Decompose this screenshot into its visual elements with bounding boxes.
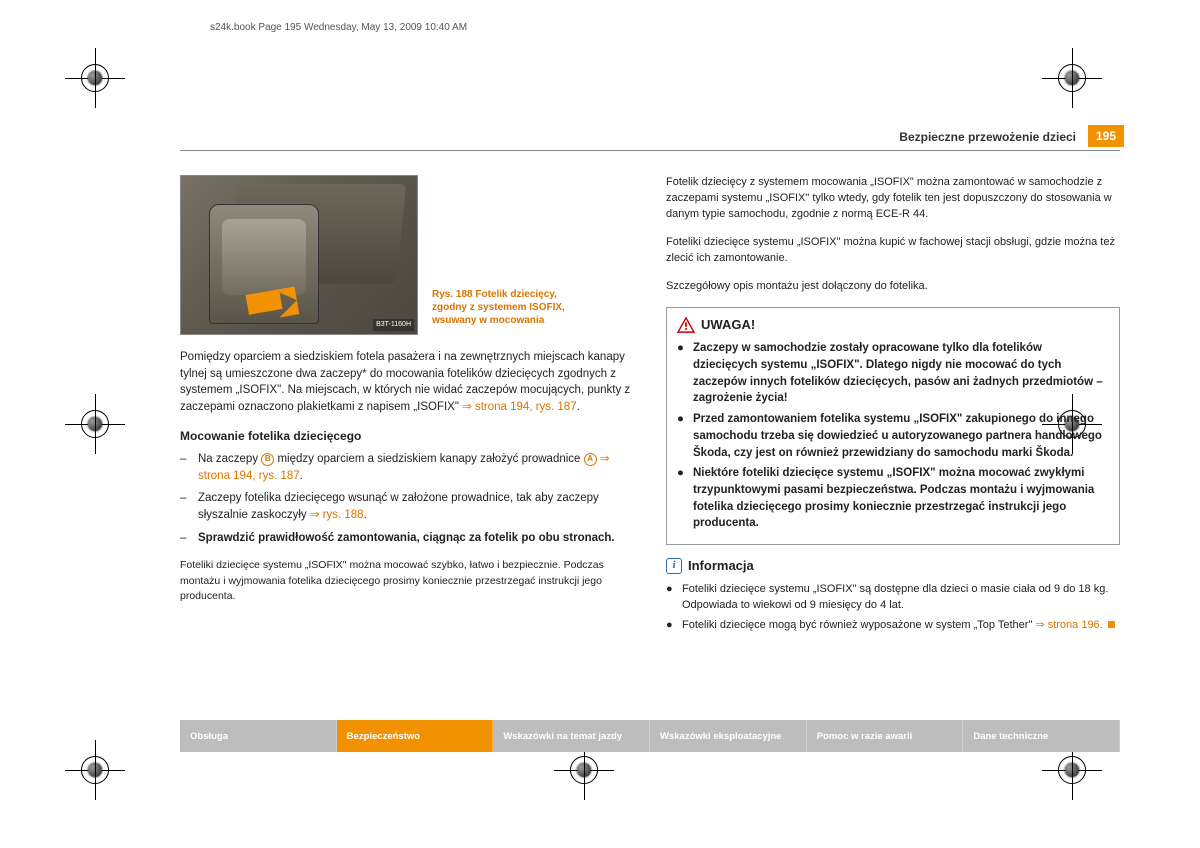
info-title-row: i Informacja (666, 557, 1120, 576)
tab-obsluga[interactable]: Obsługa (180, 720, 337, 752)
content-columns: B3T-1160H Rys. 188 Fotelik dziecięcy, zg… (180, 175, 1120, 638)
footer-tabs: Obsługa Bezpieczeństwo Wskazówki na tema… (180, 720, 1120, 752)
intro-period: . (577, 401, 580, 413)
page-number: 195 (1088, 125, 1124, 147)
intro-link: ⇒ strona 194, rys. 187 (462, 401, 576, 413)
step3-text: Sprawdzić prawidłowość zamontowania, cią… (198, 530, 634, 547)
warning-title-row: UWAGA! (677, 316, 1109, 335)
intro-paragraph: Pomiędzy oparciem a siedziskiem fotela p… (180, 349, 634, 416)
step1-pre: Na zaczepy (198, 453, 261, 465)
warning-item-text: Niektóre foteliki dziecięce systemu „ISO… (693, 465, 1109, 532)
image-tag: B3T-1160H (373, 319, 414, 331)
figure-caption: Rys. 188 Fotelik dziecięcy, zgodny z sys… (432, 288, 592, 335)
info-item: ● Foteliki dziecięce systemu „ISOFIX" są… (666, 582, 1120, 614)
info-item-text: Foteliki dziecięce mogą być również wypo… (682, 619, 1035, 631)
warning-item-text: Zaczepy w samochodzie zostały opracowane… (693, 340, 1109, 407)
r-p2: Foteliki dziecięce systemu „ISOFIX" możn… (666, 235, 1120, 267)
warning-icon (677, 317, 695, 333)
step-2: – Zaczepy fotelika dziecięcego wsunąć w … (180, 490, 634, 523)
tab-wskazowki-eksploatacyjne[interactable]: Wskazówki eksploatacyjne (650, 720, 807, 752)
warning-title: UWAGA! (701, 316, 755, 335)
info-icon: i (666, 558, 682, 574)
page: Bezpieczne przewożenie dzieci 195 B3T-11… (180, 70, 1120, 800)
tab-wskazowki-jazdy[interactable]: Wskazówki na temat jazdy (493, 720, 650, 752)
page-header: Bezpieczne przewożenie dzieci 195 (180, 130, 1120, 151)
info-block: i Informacja ● Foteliki dziecięce system… (666, 557, 1120, 634)
r-p1: Fotelik dziecięcy z systemem mocowania „… (666, 175, 1120, 223)
info-list: ● Foteliki dziecięce systemu „ISOFIX" są… (666, 582, 1120, 634)
crop-mark-tl (71, 54, 119, 102)
r-p3: Szczegółowy opis montażu jest dołączony … (666, 279, 1120, 295)
step-1: – Na zaczepy B między oparciem a siedzis… (180, 451, 634, 484)
step-dash: – (180, 451, 198, 484)
sub-heading: Mocowanie fotelika dziecięcego (180, 428, 634, 445)
crop-mark-bl (71, 746, 119, 794)
step-dash: – (180, 530, 198, 547)
tail-paragraph: Foteliki dziecięce systemu „ISOFIX" możn… (180, 558, 634, 604)
info-item-text: Foteliki dziecięce systemu „ISOFIX" są d… (682, 582, 1120, 614)
warning-box: UWAGA! ● Zaczepy w samochodzie zostały o… (666, 307, 1120, 545)
warning-list: ● Zaczepy w samochodzie zostały opracowa… (677, 340, 1109, 531)
step1-mid: między oparciem a siedziskiem kanapy zał… (274, 453, 583, 465)
warning-item: ● Zaczepy w samochodzie zostały opracowa… (677, 340, 1109, 407)
tab-pomoc[interactable]: Pomoc w razie awarii (807, 720, 964, 752)
step2-text: Zaczepy fotelika dziecięcego wsunąć w za… (198, 492, 599, 521)
figure: B3T-1160H Rys. 188 Fotelik dziecięcy, zg… (180, 175, 634, 335)
step2-link: ⇒ rys. 188 (310, 509, 364, 521)
end-marker (1108, 621, 1115, 628)
warning-item-text: Przed zamontowaniem fotelika systemu „IS… (693, 411, 1109, 461)
right-column: Fotelik dziecięcy z systemem mocowania „… (666, 175, 1120, 638)
info-title: Informacja (688, 557, 754, 576)
print-header: s24k.book Page 195 Wednesday, May 13, 20… (210, 22, 467, 33)
left-column: B3T-1160H Rys. 188 Fotelik dziecięcy, zg… (180, 175, 634, 638)
crop-mark-left (71, 400, 119, 448)
warning-item: ● Przed zamontowaniem fotelika systemu „… (677, 411, 1109, 461)
figure-image: B3T-1160H (180, 175, 418, 335)
step-3: – Sprawdzić prawidłowość zamontowania, c… (180, 530, 634, 547)
info-item-link: ⇒ strona 196. (1035, 619, 1102, 631)
label-b: B (261, 453, 274, 466)
warning-item: ● Niektóre foteliki dziecięce systemu „I… (677, 465, 1109, 532)
step-dash: – (180, 490, 198, 523)
tab-bezpieczenstwo[interactable]: Bezpieczeństwo (337, 720, 494, 752)
section-title: Bezpieczne przewożenie dzieci (180, 130, 1120, 144)
info-item: ● Foteliki dziecięce mogą być również wy… (666, 618, 1120, 634)
label-a: A (584, 453, 597, 466)
tab-dane-techniczne[interactable]: Dane techniczne (963, 720, 1120, 752)
step-list: – Na zaczepy B między oparciem a siedzis… (180, 451, 634, 546)
